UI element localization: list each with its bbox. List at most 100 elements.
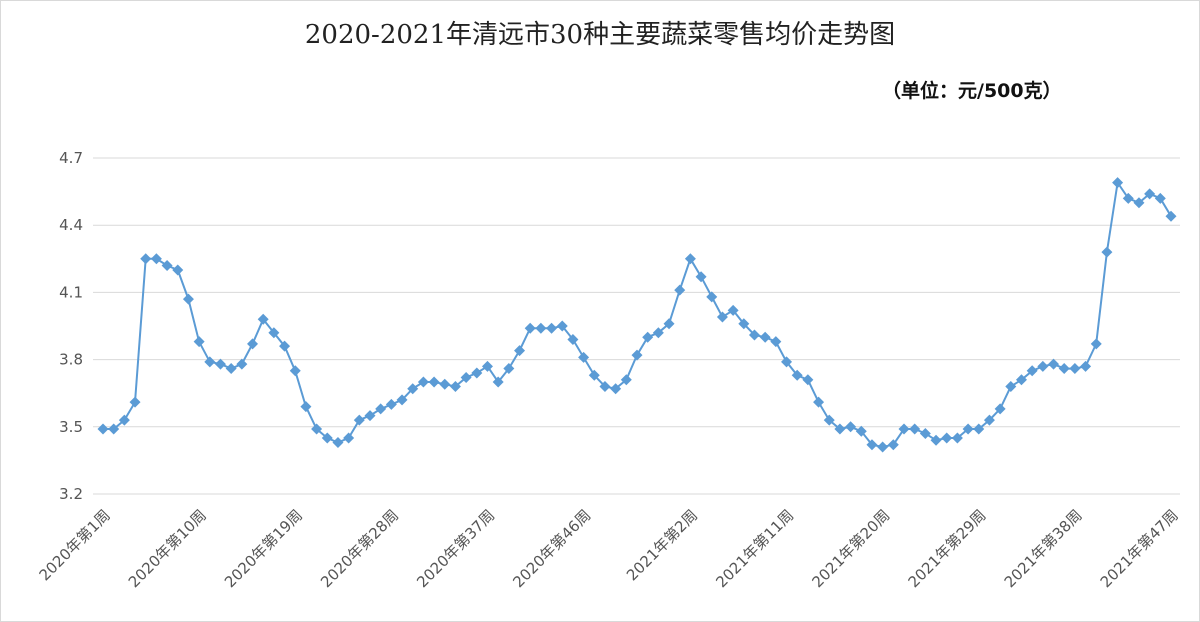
y-tick-label: 3.5 [59, 418, 83, 436]
data-point [1133, 197, 1145, 209]
data-point [748, 329, 760, 341]
data-point [332, 436, 344, 448]
data-point [716, 311, 728, 323]
data-point [236, 358, 248, 370]
y-axis-ticks: 3.2 3.5 3.8 4.1 4.4 4.7 [59, 149, 83, 503]
data-point [620, 374, 632, 386]
data-point [1154, 192, 1166, 204]
data-point [791, 369, 803, 381]
x-tick-label: 2020年第10周 [125, 506, 210, 591]
data-point [97, 423, 109, 435]
data-point [449, 380, 461, 392]
data-point [129, 396, 141, 408]
data-point [1112, 177, 1124, 189]
data-point [663, 318, 675, 330]
data-point [321, 432, 333, 444]
data-point [375, 403, 387, 415]
data-point [834, 423, 846, 435]
data-point [887, 439, 899, 451]
data-point [866, 439, 878, 451]
data-point [108, 423, 120, 435]
data-point [674, 284, 686, 296]
data-point [994, 403, 1006, 415]
x-tick-label: 2021年第29周 [905, 506, 990, 591]
data-point [588, 369, 600, 381]
data-point [535, 322, 547, 334]
data-point [182, 293, 194, 305]
x-tick-label: 2021年第2周 [623, 506, 701, 584]
data-point [161, 260, 173, 272]
data-point [118, 414, 130, 426]
x-tick-label: 2020年第37周 [413, 506, 498, 591]
data-point [802, 374, 814, 386]
data-point [684, 253, 696, 265]
y-tick-label: 4.1 [59, 283, 83, 301]
data-point [289, 365, 301, 377]
data-point [546, 322, 558, 334]
data-point [214, 358, 226, 370]
data-point [1080, 360, 1092, 372]
data-point [353, 414, 365, 426]
data-point [578, 351, 590, 363]
data-point [471, 367, 483, 379]
data-point [407, 383, 419, 395]
y-tick-label: 4.7 [59, 149, 83, 167]
data-point [364, 410, 376, 422]
data-point [460, 372, 472, 384]
data-point [311, 423, 323, 435]
data-point [941, 432, 953, 444]
data-point [481, 360, 493, 372]
data-point [1090, 338, 1102, 350]
data-point [1144, 188, 1156, 200]
data-point [1005, 380, 1017, 392]
data-point [1058, 363, 1070, 375]
x-tick-label: 2020年第19周 [221, 506, 306, 591]
x-tick-label: 2021年第38周 [1001, 506, 1086, 591]
data-point [770, 336, 782, 348]
data-point [1048, 358, 1060, 370]
data-point [567, 333, 579, 345]
data-point [1165, 210, 1177, 222]
data-point [631, 349, 643, 361]
data-point [514, 345, 526, 357]
data-point [439, 378, 451, 390]
data-point [652, 327, 664, 339]
data-point [503, 363, 515, 375]
data-point [1015, 374, 1027, 386]
data-point [300, 401, 312, 413]
data-point [610, 383, 622, 395]
unit-note: （单位：元/500克） [882, 80, 1062, 102]
data-point [204, 356, 216, 368]
y-tick-label: 4.4 [59, 216, 83, 234]
data-point [193, 336, 205, 348]
data-point [759, 331, 771, 343]
y-tick-label: 3.8 [59, 351, 83, 369]
data-point [385, 398, 397, 410]
data-point [257, 313, 269, 325]
data-point [524, 322, 536, 334]
x-axis-ticks: 2020年第1周 2020年第10周 2020年第19周 2020年第28周 2020年… [36, 506, 1182, 591]
data-point [417, 376, 429, 388]
data-point [642, 331, 654, 343]
data-point [343, 432, 355, 444]
data-point [556, 320, 568, 332]
data-point [738, 318, 750, 330]
data-point [695, 271, 707, 283]
data-point [973, 423, 985, 435]
data-point [172, 264, 184, 276]
data-point [268, 327, 280, 339]
data-point [140, 253, 152, 265]
data-point [1026, 365, 1038, 377]
data-point [951, 432, 963, 444]
data-point [396, 394, 408, 406]
data-point [247, 338, 259, 350]
data-point [279, 340, 291, 352]
data-point [855, 425, 867, 437]
data-point [962, 423, 974, 435]
data-point [845, 421, 857, 433]
series-markers [97, 177, 1177, 453]
data-point [983, 414, 995, 426]
data-point [813, 396, 825, 408]
